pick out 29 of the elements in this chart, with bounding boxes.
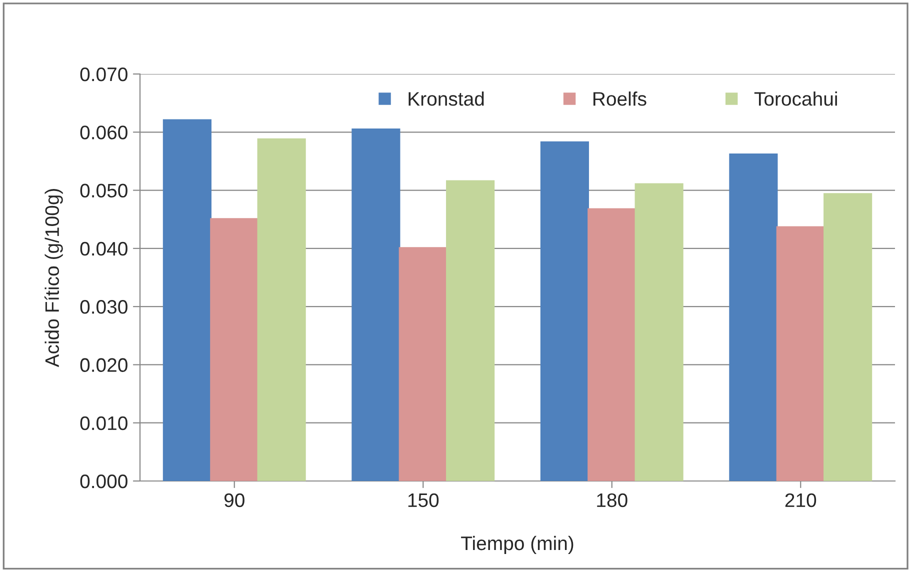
bar <box>446 180 495 481</box>
y-tick-label: 0.070 <box>80 67 128 82</box>
bar <box>776 226 825 481</box>
x-axis-title: Tiempo (min) <box>461 536 574 554</box>
bar <box>162 119 212 481</box>
bar <box>729 154 778 481</box>
x-tick-label: 150 <box>408 493 439 508</box>
y-tick-label: 0.050 <box>80 184 128 198</box>
bar <box>210 218 259 481</box>
x-tick-label: 180 <box>597 493 628 508</box>
legend-label: Torocahui <box>754 92 837 106</box>
y-tick-label: 0.040 <box>80 242 128 256</box>
y-tick-label: 0.020 <box>80 358 128 372</box>
bar <box>398 247 448 481</box>
y-tick-label: 0.010 <box>80 416 128 430</box>
bar <box>540 141 589 481</box>
bar <box>634 183 684 481</box>
legend-label: Kronstad <box>408 92 484 106</box>
y-tick-label: 0.060 <box>80 126 128 140</box>
y-tick-label: 0.030 <box>80 300 128 314</box>
bar <box>588 208 636 481</box>
bar <box>824 193 872 481</box>
x-tick-label: 210 <box>785 493 816 508</box>
y-axis-title: Acido Fítico (g/100g) <box>44 189 63 368</box>
y-tick-label: 0.000 <box>80 474 128 488</box>
legend-label: Roelfs <box>593 92 646 106</box>
bar <box>352 128 400 481</box>
bar <box>257 138 306 481</box>
x-tick-label: 90 <box>224 493 244 508</box>
